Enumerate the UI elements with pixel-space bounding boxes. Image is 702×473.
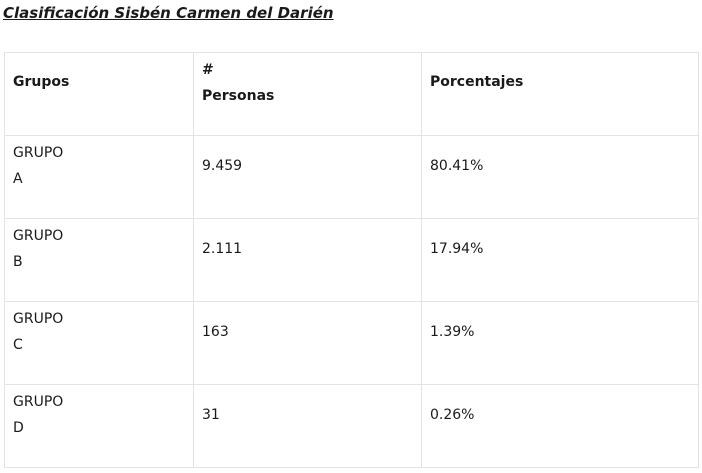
page-title: Clasificación Sisbén Carmen del Darién (3, 4, 334, 22)
group-cell: GRUPO B (4, 218, 194, 302)
table-header-row: Grupos # Personas Porcentajes (4, 52, 699, 136)
header-cell-persons: # Personas (193, 52, 422, 136)
group-cell: GRUPO A (4, 135, 194, 219)
persons-cell: 2.111 (193, 218, 422, 302)
table-row: GRUPO A 9.459 80.41% (4, 135, 699, 219)
group-letter: B (13, 254, 23, 270)
header-percentages-label: Porcentajes (430, 74, 524, 90)
percent-cell: 1.39% (421, 301, 699, 385)
group-word: GRUPO (13, 311, 64, 327)
group-letter: A (13, 171, 23, 187)
header-persons-label: Personas (202, 88, 275, 104)
percent-cell: 17.94% (421, 218, 699, 302)
group-letter: D (13, 420, 24, 436)
persons-cell: 31 (193, 384, 422, 468)
percent-value: 80.41% (430, 158, 484, 174)
percent-value: 17.94% (430, 241, 484, 257)
persons-value: 163 (202, 324, 229, 340)
group-cell: GRUPO C (4, 301, 194, 385)
table-row: GRUPO B 2.111 17.94% (4, 218, 699, 302)
persons-cell: 163 (193, 301, 422, 385)
table-row: GRUPO C 163 1.39% (4, 301, 699, 385)
percent-value: 0.26% (430, 407, 475, 423)
percent-value: 1.39% (430, 324, 475, 340)
persons-value: 31 (202, 407, 220, 423)
persons-value: 2.111 (202, 241, 243, 257)
percent-cell: 0.26% (421, 384, 699, 468)
header-persons-hash: # (202, 62, 214, 78)
group-word: GRUPO (13, 145, 64, 161)
group-word: GRUPO (13, 394, 64, 410)
persons-value: 9.459 (202, 158, 243, 174)
group-cell: GRUPO D (4, 384, 194, 468)
persons-cell: 9.459 (193, 135, 422, 219)
group-word: GRUPO (13, 228, 64, 244)
header-cell-groups: Grupos (4, 52, 194, 136)
group-letter: C (13, 337, 23, 353)
header-cell-percentages: Porcentajes (421, 52, 699, 136)
percent-cell: 80.41% (421, 135, 699, 219)
header-groups-label: Grupos (13, 74, 70, 90)
sisben-classification-table: Grupos # Personas Porcentajes GRUPO A 9.… (4, 52, 699, 468)
table-row: GRUPO D 31 0.26% (4, 384, 699, 468)
